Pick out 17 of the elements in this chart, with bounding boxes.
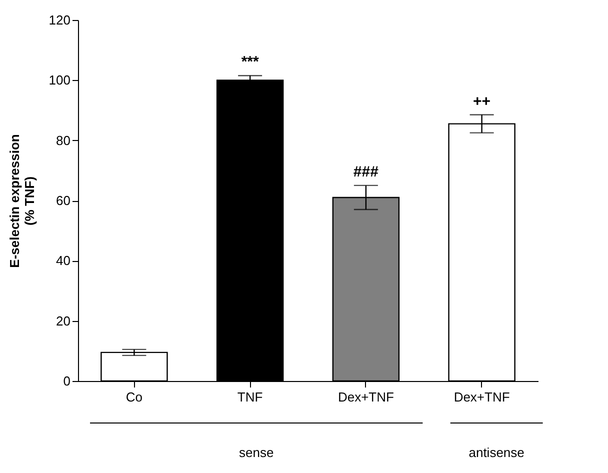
y-axis-title: E-selectin expression (% TNF) — [6, 134, 37, 268]
x-tick-label: TNF — [237, 390, 263, 404]
data-label: *** — [241, 54, 259, 71]
x-tick-label: Dex+TNF — [454, 390, 510, 404]
text: antisense — [468, 445, 524, 460]
y-tick-label: 40 — [56, 253, 70, 268]
data-label: ++ — [473, 92, 491, 110]
x-tick-label: Co — [126, 390, 143, 404]
y-tick-label: 20 — [56, 313, 70, 328]
x-tick-label: Dex+TNF — [338, 390, 394, 404]
text: sense — [239, 445, 274, 460]
y-tick-label: 60 — [56, 193, 70, 208]
y-tick-label: 80 — [56, 132, 70, 148]
y-tick-label: 100 — [48, 72, 70, 88]
data-label: ### — [353, 163, 380, 180]
y-tick-label: 0 — [63, 374, 70, 388]
y-tick-label: 120 — [48, 12, 70, 28]
